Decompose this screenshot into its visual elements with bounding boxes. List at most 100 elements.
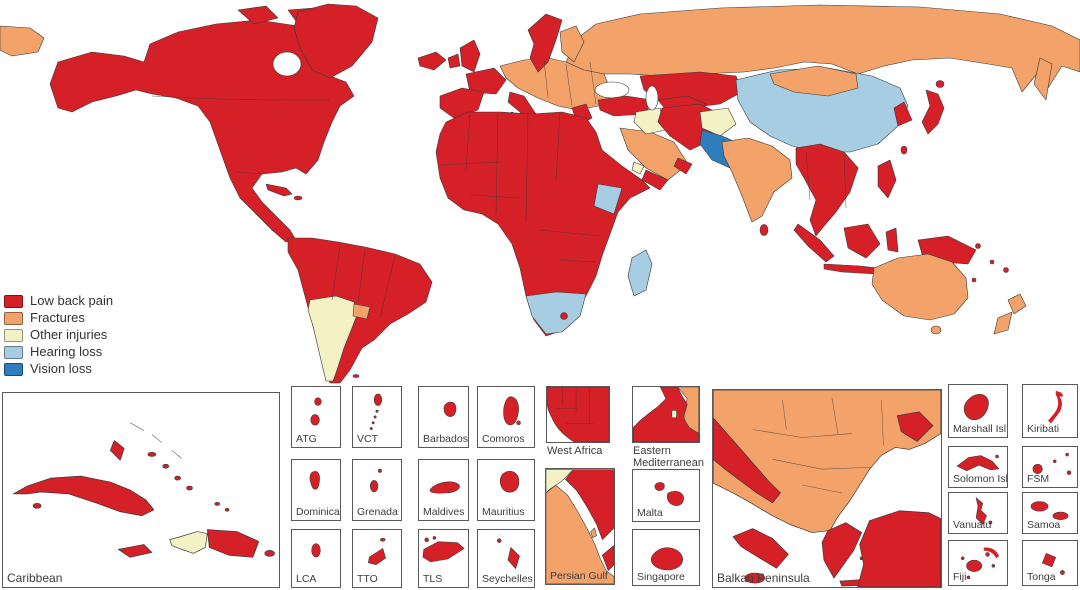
region-falklands [352, 374, 360, 378]
west-africa-borders [554, 387, 594, 426]
inset-label: TTO [357, 573, 378, 585]
inset-label-west-africa: West Africa [547, 445, 603, 457]
legend-label: Low back pain [30, 293, 114, 308]
inset-label: Vanuatu [953, 519, 992, 531]
pgulf-iran [565, 469, 614, 540]
inset-tls: TLS [418, 529, 469, 588]
region-north-america [49, 19, 355, 243]
legend-swatch-vision-loss [4, 362, 23, 376]
legend-swatch-hearing-loss [4, 345, 23, 359]
legend-item-hearing-loss: Hearing loss [4, 345, 113, 359]
region-taiwan [900, 145, 908, 155]
region-australia [871, 253, 969, 321]
inset-persian-gulf: Persian Gulf [545, 468, 615, 585]
legend-item-fractures: Fractures [4, 311, 113, 325]
inset-label: Maldives [423, 506, 465, 518]
region-india [721, 137, 793, 223]
inset-label: Fiji [953, 571, 967, 583]
region-china [735, 67, 909, 153]
inset-label: Grenada [357, 506, 398, 518]
region-france [465, 67, 507, 95]
puerto-rico [264, 550, 275, 557]
bahamas [109, 422, 193, 491]
inset-label: Seychelles [482, 573, 533, 585]
region-africa [435, 111, 651, 337]
inset-label: Samoa [1027, 519, 1061, 531]
legend-item-low-back-pain: Low back pain [4, 294, 113, 308]
region-kenya [593, 183, 623, 215]
inset-label: Persian Gulf [550, 570, 608, 582]
inset-vanuatu: Vanuatu [948, 492, 1008, 534]
inset-label: TLS [423, 573, 443, 585]
inset-label: Malta [637, 507, 663, 519]
region-iraq [633, 107, 667, 135]
region-yemen [641, 169, 669, 191]
world-map [0, 3, 1080, 384]
region-tasmania [930, 325, 942, 335]
pgulf-oman [602, 545, 614, 571]
inset-fiji: Fiji [948, 540, 1008, 586]
caicos-islands [224, 507, 230, 512]
inset-label: Caribbean [7, 571, 63, 585]
region-saudi-arabia [619, 127, 689, 181]
inset-kiribati: Kiribati [1022, 384, 1078, 438]
jamaica [117, 544, 153, 558]
kiribati-chain [1048, 390, 1064, 424]
region-caribbean-main [265, 183, 303, 201]
inset-label: Balkan Peninsula [717, 571, 810, 585]
region-madagascar [627, 249, 653, 297]
inset-label: Kiribati [1027, 423, 1060, 435]
black-sea [594, 81, 630, 99]
region-sw-arabia [631, 161, 645, 175]
region-kamchatka [1033, 57, 1053, 101]
region-sri-lanka [759, 224, 769, 236]
pgulf-saudi [546, 484, 614, 584]
emed-red [633, 387, 699, 442]
inset-barbados: Barbados [418, 386, 469, 448]
legend-item-other-injuries: Other injuries [4, 328, 113, 342]
inset-label: Barbados [423, 433, 468, 445]
region-pacific-islands [971, 243, 1009, 283]
isle-of-youth [32, 503, 42, 509]
region-greenland [293, 3, 379, 79]
balkan-italy-ne [713, 417, 781, 504]
inset-tto: TTO [352, 529, 402, 588]
inset-label: FSM [1027, 473, 1050, 485]
inset-label-eastern-mediterranean: Eastern Mediterranean [633, 445, 704, 470]
inset-caribbean: Caribbean [2, 392, 280, 588]
inset-samoa: Samoa [1022, 492, 1078, 534]
cuba [12, 475, 155, 517]
balkan-greece [821, 522, 862, 579]
legend-label: Fractures [30, 310, 85, 325]
region-ireland [447, 53, 461, 69]
inset-malta: Malta [632, 469, 700, 522]
region-philippines [877, 159, 897, 199]
inset-lca: LCA [291, 529, 341, 588]
inset-balkan: Balkan Peninsula [712, 389, 942, 588]
legend-item-vision-loss: Vision loss [4, 362, 113, 376]
inset-label: ATG [296, 433, 317, 445]
inset-vct: VCT [352, 386, 402, 448]
region-argentina [307, 295, 359, 382]
turks-islands [214, 502, 221, 506]
inset-maldives: Maldives [418, 459, 469, 521]
inset-eastern-mediterranean [632, 386, 700, 443]
balkan-borders [752, 397, 884, 494]
region-chukotka [0, 25, 45, 57]
west-africa-land [547, 387, 609, 442]
balkan-sicily [744, 572, 765, 584]
inset-mauritius: Mauritius [477, 459, 535, 521]
inset-marshall-isl: Marshall Isl [948, 384, 1008, 438]
emed-yellow [671, 409, 677, 419]
legend-swatch-other-injuries [4, 328, 23, 342]
country-borders [151, 59, 847, 319]
region-iceland [417, 51, 447, 71]
region-iberia [439, 87, 485, 119]
inset-west-africa [546, 386, 610, 443]
inset-seychelles: Seychelles [477, 529, 535, 588]
region-new-zealand-south [993, 311, 1013, 335]
hudson-bay [272, 51, 302, 77]
inset-label: VCT [357, 433, 378, 445]
region-scandinavia [527, 13, 563, 73]
